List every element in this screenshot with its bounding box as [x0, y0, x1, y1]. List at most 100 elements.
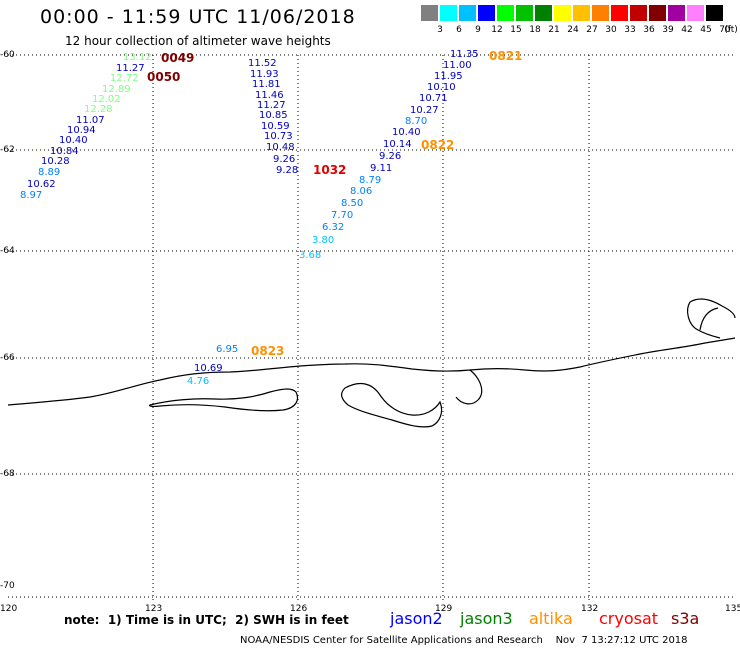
wave-height-label: 11.95: [434, 71, 463, 82]
scale-swatch: [516, 5, 533, 21]
coastline-glacier: [341, 382, 443, 428]
pass-time-label: 0050: [147, 70, 181, 84]
scale-swatch: [554, 5, 571, 21]
wave-height-label: 11.35: [450, 49, 479, 60]
lon-label: 132: [581, 604, 599, 614]
coastline-east: [687, 298, 736, 339]
wave-height-label: 12.02: [92, 94, 121, 105]
scale-swatch: [459, 5, 476, 21]
wave-height-label: 10.10: [427, 82, 456, 93]
scale-swatch: [497, 5, 514, 21]
wave-height-label: 8.79: [359, 175, 382, 186]
coastline: [7, 298, 736, 428]
wave-height-label: 11.46: [255, 90, 284, 101]
lat-label: -70: [0, 581, 15, 591]
scale-label: 24: [567, 25, 579, 35]
scale-swatch: [535, 5, 552, 21]
lat-label: -68: [0, 469, 15, 479]
legend-jason3: jason3: [460, 609, 513, 628]
wave-height-label: 9.26: [379, 151, 402, 162]
coastline-main: [7, 337, 736, 406]
scale-label: 6: [456, 25, 462, 35]
page-title: 00:00 - 11:59 UTC 11/06/2018: [40, 6, 356, 28]
scale-swatch: [478, 5, 495, 21]
wave-height-label: 13.12: [123, 52, 152, 63]
wave-height-label: 8.89: [38, 167, 61, 178]
scale-label: 45: [700, 25, 712, 35]
wave-height-label: 10.73: [264, 131, 293, 142]
wave-height-label: 11.00: [443, 60, 472, 71]
wave-height-label: 12.89: [102, 84, 131, 95]
legend-altika: altika: [529, 609, 573, 628]
graticule: [8, 54, 735, 600]
wave-height-label: 8.06: [350, 186, 373, 197]
scale-swatch: [649, 5, 666, 21]
pass-time-label: 0821: [489, 49, 523, 63]
scale-swatch: [630, 5, 647, 21]
wave-height-label: 8.50: [341, 198, 364, 209]
wave-height-label: 8.97: [20, 190, 43, 201]
scale-swatch: [668, 5, 685, 21]
wave-height-label: 10.28: [41, 156, 70, 167]
wave-height-label: 11.93: [250, 69, 279, 80]
scale-label: 18: [529, 25, 541, 35]
scale-label: 30: [605, 25, 617, 35]
coastline-ice-shelf: [148, 388, 299, 412]
scale-swatch: [687, 5, 704, 21]
wave-height-label: 11.27: [116, 63, 145, 74]
wave-height-label: 10.85: [259, 110, 288, 121]
lon-label: 120: [0, 604, 18, 614]
footnote: note: 1) Time is in UTC; 2) SWH is in fe…: [64, 613, 349, 627]
scale-label: 39: [662, 25, 674, 35]
wave-height-label: 9.11: [370, 163, 393, 174]
wave-height-label: 10.62: [27, 179, 56, 190]
scale-swatch: [440, 5, 457, 21]
scale-label: 3: [437, 25, 443, 35]
scale-unit: (ft): [724, 25, 738, 35]
page-subtitle: 12 hour collection of altimeter wave hei…: [65, 34, 331, 48]
wave-height-label: 10.69: [194, 363, 223, 374]
wave-height-label: 11.07: [76, 115, 105, 126]
pass-time-label: 0823: [251, 344, 285, 358]
wave-height-label: 8.70: [405, 116, 428, 127]
lat-label: -64: [0, 246, 15, 256]
wave-height-label: 12.28: [84, 104, 113, 115]
legend-s3a: s3a: [671, 609, 700, 628]
wave-height-label: 6.95: [216, 344, 239, 355]
wave-height-label: 11.27: [257, 100, 286, 111]
wave-height-label: 11.81: [252, 79, 281, 90]
scale-label: 21: [548, 25, 560, 35]
pass-time-label: 1032: [313, 163, 347, 177]
scale-label: 33: [624, 25, 636, 35]
scale-swatch: [706, 5, 723, 21]
wave-height-label: 10.40: [392, 127, 421, 138]
wave-height-label: 10.71: [419, 93, 448, 104]
wave-height-label: 6.32: [322, 222, 345, 233]
wave-height-label: 10.40: [59, 135, 88, 146]
lon-label: 126: [290, 604, 308, 614]
lon-label: 129: [435, 604, 453, 614]
wave-height-label: 10.59: [261, 121, 290, 132]
scale-label: 9: [475, 25, 481, 35]
pass-time-label: 0822: [421, 138, 455, 152]
wave-height-label: 10.48: [266, 142, 295, 153]
lon-label: 135: [725, 604, 740, 614]
wave-height-label: 3.68: [299, 250, 322, 261]
coastline-bay: [455, 369, 483, 405]
wave-height-label: 7.70: [331, 210, 354, 221]
credit-line: NOAA/NESDIS Center for Satellite Applica…: [240, 635, 688, 646]
wave-height-label: 9.28: [276, 165, 299, 176]
legend-jason2: jason2: [390, 609, 443, 628]
pass-time-label: 0049: [161, 51, 195, 65]
wave-height-label: 3.80: [312, 235, 335, 246]
lat-label: -66: [0, 353, 15, 363]
lon-label: 123: [145, 604, 163, 614]
scale-label: 42: [681, 25, 693, 35]
scale-label: 36: [643, 25, 655, 35]
scale-swatch: [573, 5, 590, 21]
wave-height-label: 10.27: [410, 105, 439, 116]
lat-label: -62: [0, 145, 15, 155]
map-frame: [8, 55, 735, 600]
legend-cryosat: cryosat: [599, 609, 659, 628]
scale-swatch: [592, 5, 609, 21]
